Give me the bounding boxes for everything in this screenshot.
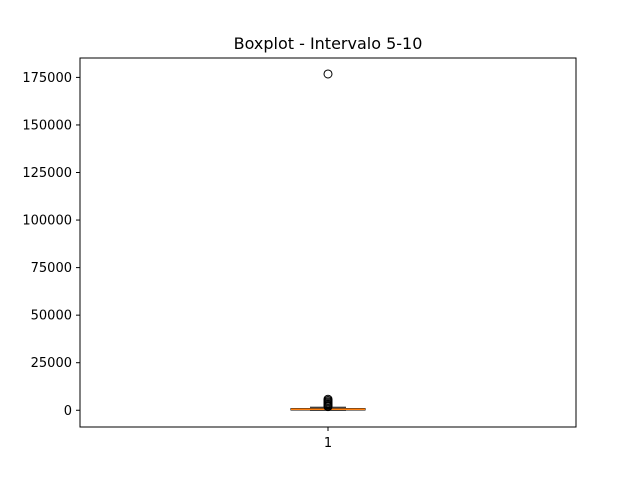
chart-title: Boxplot - Intervalo 5-10 (234, 34, 423, 53)
outlier-point (323, 394, 333, 404)
plot-area: 0 25000 50000 75000 100000 125000 150000 175000… (22, 57, 577, 451)
y-tick-label: 25000 (31, 356, 72, 371)
y-tick-label: 0 (64, 404, 72, 419)
y-tick-label: 100000 (22, 214, 72, 229)
y-tick-label: 125000 (22, 166, 72, 181)
axes-frame (79, 57, 577, 428)
y-tick-label: 50000 (31, 309, 72, 324)
outlier-point (323, 69, 333, 79)
y-tick-label: 150000 (22, 118, 72, 133)
y-tick-label: 75000 (31, 261, 72, 276)
y-tick-label: 175000 (22, 71, 72, 86)
x-tick-label: 1 (324, 436, 332, 451)
